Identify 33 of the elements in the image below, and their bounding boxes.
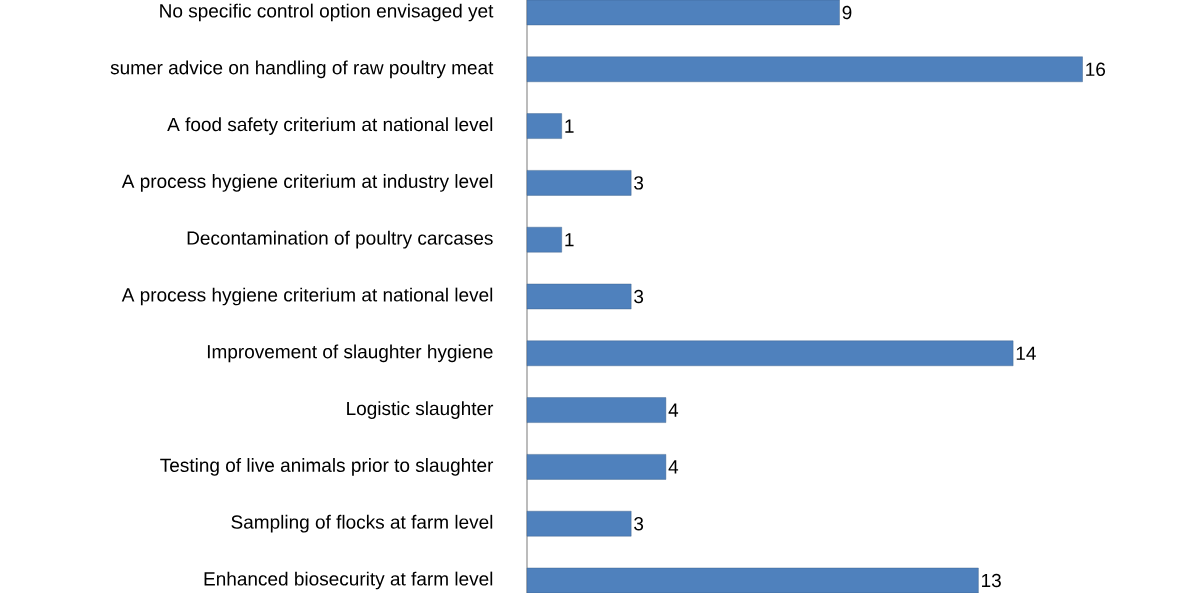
bar bbox=[526, 0, 840, 26]
data-label: 3 bbox=[634, 176, 644, 190]
y-tick-label: A process hygiene criterium at industry level bbox=[121, 174, 493, 192]
y-tick-label: A process hygiene criterium at national level bbox=[121, 287, 493, 306]
bar bbox=[526, 56, 1083, 82]
y-tick-label: Decontamination of poultry carcases bbox=[187, 230, 493, 249]
y-tick-label: Testing of live animals prior to slaughter bbox=[160, 458, 494, 476]
data-label: 9 bbox=[842, 5, 852, 20]
y-tick-label: A food safety criterium at national level bbox=[167, 117, 493, 135]
bar bbox=[526, 454, 667, 480]
data-label: 1 bbox=[565, 119, 574, 133]
y-tick-label: No specific control option envisaged yet bbox=[160, 3, 494, 22]
bar bbox=[526, 397, 667, 423]
data-label: 3 bbox=[634, 516, 644, 531]
y-tick-label: sumer advice on handling of raw poultry meat bbox=[110, 60, 494, 79]
bar bbox=[526, 567, 979, 593]
bar bbox=[526, 170, 632, 196]
y-tick-label: Sampling of flocks at farm level bbox=[231, 514, 493, 533]
data-label: 14 bbox=[1016, 346, 1036, 360]
bar bbox=[526, 113, 562, 139]
data-label: 13 bbox=[982, 573, 1001, 588]
y-tick-label: Logistic slaughter bbox=[347, 401, 494, 419]
bar bbox=[526, 511, 632, 537]
bar bbox=[526, 283, 632, 310]
data-label: 3 bbox=[634, 289, 644, 304]
y-tick-label: Improvement of slaughter hygiene bbox=[207, 344, 493, 363]
y-tick-label: Enhanced biosecurity at farm level bbox=[204, 571, 493, 590]
data-label: 1 bbox=[565, 233, 574, 247]
data-label: 4 bbox=[668, 460, 679, 474]
data-label: 4 bbox=[668, 403, 679, 417]
data-label: 16 bbox=[1086, 62, 1106, 77]
bar bbox=[526, 340, 1014, 366]
bar bbox=[526, 226, 562, 253]
